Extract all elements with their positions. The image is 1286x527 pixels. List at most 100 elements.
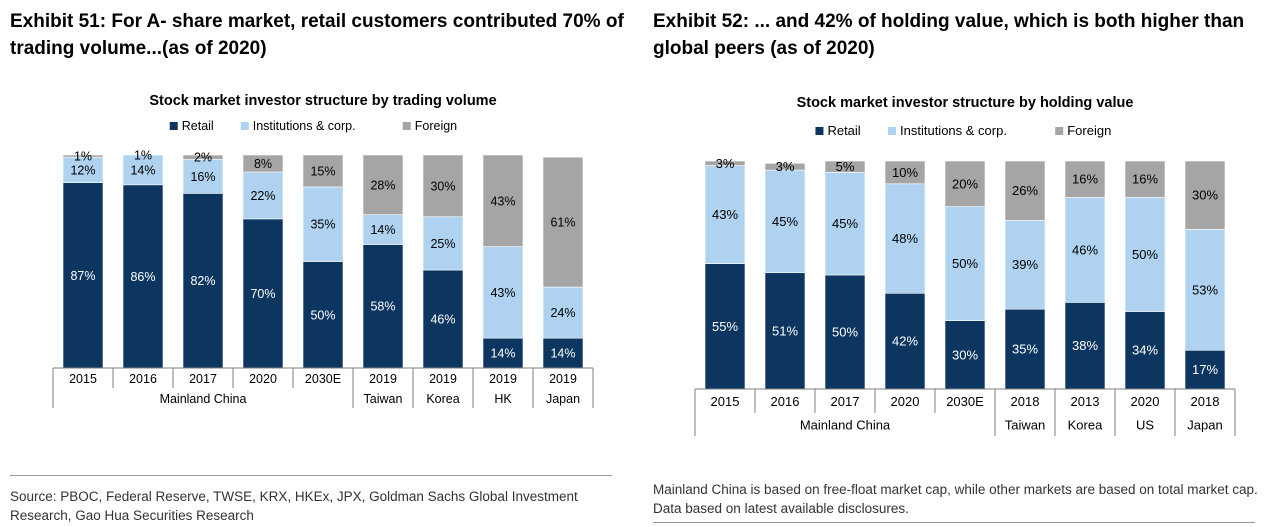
bar-segment-foreign: [944, 160, 986, 207]
data-label: 24%: [550, 306, 575, 320]
data-label: 39%: [1012, 257, 1038, 272]
bar-segment-foreign: [884, 160, 926, 185]
bar-segment-foreign: [62, 154, 104, 158]
data-label: 30%: [430, 179, 455, 193]
bar-segment-foreign: [242, 154, 284, 173]
bar-segment-institutions: [1124, 197, 1166, 312]
bar-segment-institutions: [1064, 197, 1106, 303]
legend-swatch-foreign: [1055, 127, 1064, 135]
bar-segment-retail: [422, 269, 464, 369]
legend-label-foreign: Foreign: [415, 119, 457, 133]
x-tick-label: 2016: [129, 372, 157, 386]
x-tick-label: 2018: [1191, 394, 1220, 409]
bar-segment-retail: [1064, 302, 1106, 390]
bar-segment-retail: [62, 182, 104, 369]
data-label: 16%: [1132, 172, 1158, 187]
data-label: 53%: [1192, 282, 1218, 297]
x-group-label: Korea: [426, 392, 459, 406]
legend-swatch-institutions: [888, 127, 897, 135]
data-label: 17%: [1192, 362, 1218, 377]
x-tick-label: 2019: [489, 372, 517, 386]
data-label: 15%: [310, 164, 335, 178]
x-group-label: Mainland China: [160, 392, 247, 406]
data-label: 58%: [370, 300, 395, 314]
data-label: 1%: [134, 149, 152, 163]
data-label: 10%: [892, 165, 918, 180]
legend-label-institutions: Institutions & corp.: [900, 123, 1007, 138]
x-tick-label: 2030E: [305, 372, 341, 386]
legend-swatch-retail: [815, 127, 824, 135]
data-label: 16%: [190, 170, 215, 184]
x-group-label: Korea: [1068, 418, 1103, 433]
bar-segment-foreign: [1184, 160, 1226, 230]
bar-segment-foreign: [542, 156, 584, 288]
bar-segment-retail: [302, 261, 344, 369]
data-label: 50%: [1132, 247, 1158, 262]
data-label: 30%: [952, 347, 978, 362]
data-label: 14%: [550, 347, 575, 361]
trading-volume-legend: Retail Institutions & corp. Foreign: [169, 119, 457, 133]
bar-segment-foreign: [1004, 160, 1046, 221]
data-label: 87%: [70, 269, 95, 283]
bar-segment-retail: [182, 193, 224, 369]
legend-swatch-institutions: [240, 122, 249, 130]
data-label: 14%: [370, 223, 395, 237]
data-label: 3%: [716, 156, 735, 171]
bar-segment-institutions: [122, 154, 164, 186]
data-label: 51%: [772, 323, 798, 338]
data-label: 45%: [772, 214, 798, 229]
x-group-label: Japan: [546, 392, 580, 406]
data-label: 46%: [430, 313, 455, 327]
data-label: 50%: [952, 256, 978, 271]
bar-segment-institutions: [182, 158, 224, 194]
data-label: 5%: [836, 159, 855, 174]
data-label: 2%: [194, 151, 212, 165]
x-group-label: Taiwan: [1005, 418, 1045, 433]
legend-swatch-foreign: [402, 122, 411, 130]
holding-value-axis: 2015 2016 2017 2020 2030E 2018 2013 2020 2018 Mai…: [694, 388, 1236, 436]
left-source-note: Source: PBOC, Federal Reserve, TWSE, KRX…: [10, 489, 578, 523]
bar-segment-foreign: [824, 160, 866, 173]
data-label: 30%: [1192, 188, 1218, 203]
x-tick-label: 2017: [831, 394, 860, 409]
bar-segment-foreign: [302, 154, 344, 188]
x-tick-label: 2018: [1011, 394, 1040, 409]
bar-segment-retail: [482, 337, 524, 369]
bar-segment-retail: [242, 218, 284, 369]
bar-segment-retail: [1184, 349, 1226, 390]
x-tick-label: 2020: [891, 394, 920, 409]
legend-swatch-retail: [169, 122, 178, 130]
bar-segment-retail: [542, 337, 584, 369]
x-tick-label: 2019: [549, 372, 577, 386]
bar-segment-institutions: [362, 214, 404, 245]
left-divider-line: [10, 475, 612, 476]
bar-segment-institutions: [704, 165, 746, 264]
holding-value-legend: Retail Institutions & corp. Foreign: [815, 123, 1111, 138]
x-group-label: Taiwan: [364, 392, 403, 406]
data-label: 50%: [310, 308, 335, 322]
data-label: 34%: [1132, 343, 1158, 358]
bar-segment-foreign: [422, 154, 464, 218]
data-label: 16%: [1072, 172, 1098, 187]
data-label: 8%: [254, 157, 272, 171]
x-tick-label: 2030E: [946, 394, 984, 409]
bar-segment-institutions: [302, 186, 344, 262]
bar-segment-institutions: [242, 171, 284, 220]
bar-segment-foreign: [1064, 160, 1106, 198]
data-label: 25%: [430, 237, 455, 251]
data-label: 14%: [130, 163, 155, 177]
data-label: 26%: [1012, 183, 1038, 198]
trading-volume-bars: 87%12%1%86%14%1%82%16%2%70%22%8%50%35%15…: [62, 149, 584, 369]
data-label: 38%: [1072, 338, 1098, 353]
data-label: 46%: [1072, 242, 1098, 257]
data-label: 43%: [712, 207, 738, 222]
data-label: 45%: [832, 216, 858, 231]
legend-label-retail: Retail: [182, 119, 214, 133]
x-tick-label: 2015: [711, 394, 740, 409]
bar-segment-institutions: [62, 156, 104, 183]
x-tick-label: 2013: [1071, 394, 1100, 409]
x-group-label: Japan: [1187, 418, 1222, 433]
holding-value-chart-title: Stock market investor structure by holdi…: [797, 95, 1134, 111]
data-label: 14%: [490, 347, 515, 361]
